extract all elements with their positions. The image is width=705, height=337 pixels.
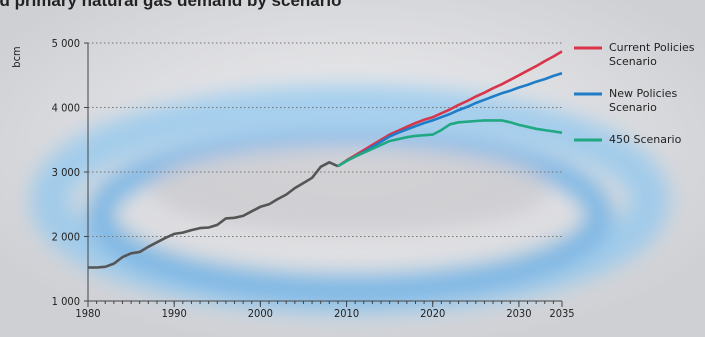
- legend-label: Current Policies Scenario: [609, 41, 704, 69]
- y-tick-label: 2 000: [52, 231, 80, 244]
- x-tick-label: 1990: [162, 307, 187, 320]
- x-tick-label: 2020: [420, 307, 445, 320]
- x-tick-label: 2010: [334, 307, 359, 320]
- x-tick-label: 2030: [506, 307, 531, 320]
- x-tick-label: 2035: [549, 307, 574, 320]
- x-tick-label: 2000: [248, 307, 273, 320]
- legend-label: New Policies Scenario: [609, 87, 704, 115]
- y-tick-label: 3 000: [52, 166, 80, 179]
- x-tick-label: 1980: [75, 307, 100, 320]
- chart-title: World primary natural gas demand by scen…: [0, 0, 341, 10]
- chart: World primary natural gas demand by scen…: [0, 0, 705, 337]
- chart-area: World primary natural gas demand by scen…: [0, 0, 705, 337]
- y-axis-label: bcm: [10, 46, 23, 67]
- legend-label: 450 Scenario: [609, 133, 704, 147]
- y-tick-label: 5 000: [52, 37, 80, 50]
- y-tick-label: 4 000: [52, 102, 80, 115]
